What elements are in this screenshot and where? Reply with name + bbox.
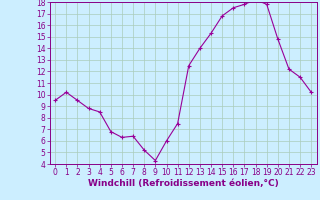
X-axis label: Windchill (Refroidissement éolien,°C): Windchill (Refroidissement éolien,°C) (88, 179, 279, 188)
